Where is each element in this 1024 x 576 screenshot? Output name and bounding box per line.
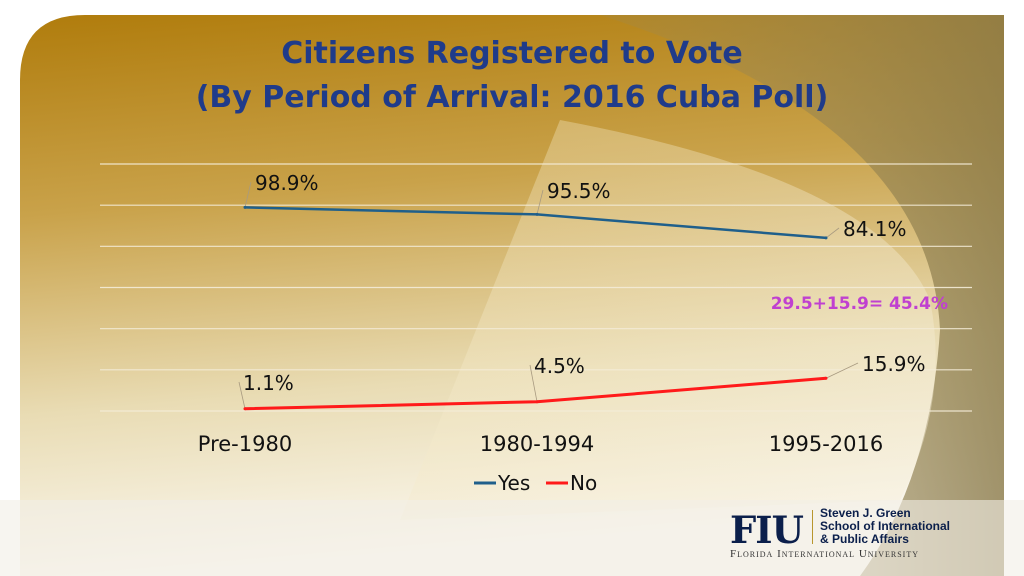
data-point <box>243 407 247 411</box>
data-label: 1.1% <box>243 371 294 395</box>
sum-annotation: 29.5+15.9= 45.4% <box>771 294 948 314</box>
data-point <box>824 236 828 240</box>
data-point <box>535 400 539 404</box>
title-line-1: Citizens Registered to Vote <box>281 36 743 71</box>
x-tick-label: 1980-1994 <box>480 432 594 456</box>
logo-divider <box>812 510 813 544</box>
logo-school-line: & Public Affairs <box>820 532 909 546</box>
leader-line <box>536 189 544 215</box>
x-tick-label: Pre-1980 <box>198 432 292 456</box>
logo-mark: FIU <box>730 508 804 552</box>
logo-university: Florida International University <box>730 548 919 560</box>
data-point <box>535 212 539 216</box>
legend-label-no: No <box>570 471 597 495</box>
logo-school: Steven J. Green School of International … <box>820 507 950 546</box>
leader-line <box>244 181 252 208</box>
data-label: 98.9% <box>255 171 319 195</box>
leader-line <box>825 227 840 239</box>
leader-line <box>825 362 859 379</box>
leader-line <box>529 364 538 402</box>
logo-school-line: Steven J. Green <box>820 506 911 520</box>
data-point <box>243 205 247 209</box>
chart-title: Citizens Registered to Vote (By Period o… <box>0 32 1024 120</box>
fiu-logo: FIU Steven J. Green School of Internatio… <box>728 506 960 566</box>
series-line-yes <box>244 206 827 240</box>
title-line-2: (By Period of Arrival: 2016 Cuba Poll) <box>195 80 829 115</box>
x-tick-label: 1995-2016 <box>769 432 883 456</box>
data-label: 15.9% <box>862 352 926 376</box>
data-label: 4.5% <box>534 354 585 378</box>
data-label: 95.5% <box>547 179 611 203</box>
data-label: 84.1% <box>843 217 907 241</box>
leader-line <box>238 381 246 409</box>
data-point <box>824 376 828 380</box>
legend-label-yes: Yes <box>497 471 530 495</box>
logo-school-line: School of International <box>820 519 951 533</box>
